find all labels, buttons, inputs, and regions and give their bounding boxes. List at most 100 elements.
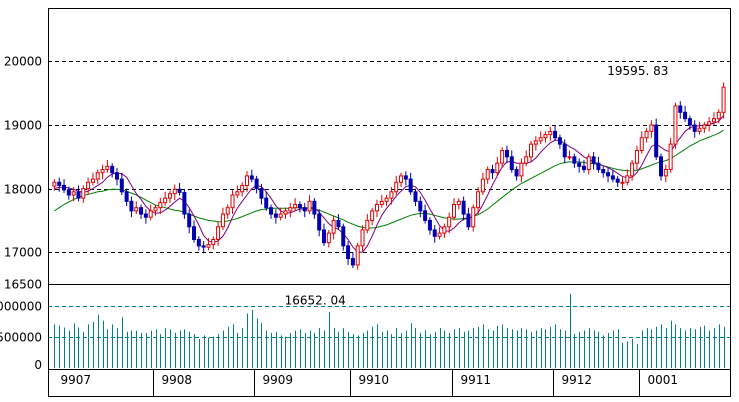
candle-body <box>370 210 375 221</box>
candle-body <box>259 188 264 199</box>
volume-tick-label: 0 <box>34 358 42 372</box>
candle-body <box>634 149 639 164</box>
candle-body <box>143 213 148 218</box>
candle-body <box>456 200 461 206</box>
candle-body <box>711 118 716 123</box>
candle-body <box>389 191 394 199</box>
candle-body <box>447 216 452 228</box>
month-label: 9912 <box>562 373 593 387</box>
candle-body <box>408 178 413 193</box>
candle-body <box>100 169 105 174</box>
candle-body <box>461 200 466 215</box>
month-label: 9908 <box>162 373 193 387</box>
candle-body <box>331 219 336 234</box>
candle-body <box>158 202 163 209</box>
candle-body <box>471 207 476 228</box>
candle-body <box>346 245 351 260</box>
candle-body <box>196 238 201 247</box>
candle-body <box>423 210 428 221</box>
candle-body <box>572 156 577 164</box>
candle-body <box>216 226 221 240</box>
candle-body <box>490 169 495 174</box>
candle-body <box>288 207 293 212</box>
volume-tick-label: 500000 <box>0 331 42 345</box>
candle-body <box>567 156 572 159</box>
candle-body <box>379 200 384 206</box>
candle-body <box>71 191 76 196</box>
candle-body <box>500 149 505 164</box>
candle-body <box>673 105 678 145</box>
candle-body <box>610 175 615 180</box>
candle-body <box>167 193 172 199</box>
candle-body <box>654 124 659 158</box>
candle-body <box>413 191 418 202</box>
candle-body <box>702 124 707 129</box>
candle-body <box>312 200 317 215</box>
candle-body <box>687 118 692 126</box>
candle-body <box>480 178 485 193</box>
candle-body <box>172 188 177 195</box>
candle-body <box>153 207 158 212</box>
candle-body <box>114 172 119 180</box>
candle-body <box>95 172 100 180</box>
candle-body <box>495 162 500 174</box>
candle-body <box>581 165 586 171</box>
candle-body <box>350 258 355 266</box>
ma-long-line <box>54 129 724 229</box>
candle-body <box>543 134 548 139</box>
candle-body <box>721 86 726 113</box>
candle-body <box>57 181 62 186</box>
moving-average-lines <box>54 115 724 253</box>
candle-body <box>365 219 370 231</box>
month-label: 0001 <box>648 373 679 387</box>
candle-body <box>697 127 702 132</box>
candle-body <box>639 137 644 151</box>
candle-body <box>625 175 630 183</box>
candle-body <box>504 149 509 158</box>
candle-body <box>644 130 649 139</box>
candle-body <box>533 140 538 145</box>
candle-body <box>683 111 688 120</box>
candle-body <box>273 213 278 218</box>
candle-body <box>649 124 654 132</box>
candle-body <box>692 124 697 132</box>
candle-body <box>562 143 567 158</box>
candle-body <box>399 175 404 183</box>
candle-body <box>206 244 211 248</box>
volume-tick-label: 1000000 <box>0 300 42 314</box>
candle-body <box>529 143 534 158</box>
candle-body <box>119 178 124 193</box>
candle-body <box>630 162 635 177</box>
candle-body <box>524 156 529 164</box>
candle-body <box>264 197 269 209</box>
candle-body <box>341 226 346 247</box>
price-tick-label: 18000 <box>4 183 42 197</box>
candle-body <box>606 172 611 177</box>
candle-body <box>437 232 442 237</box>
candle-body <box>601 169 606 174</box>
candle-body <box>139 207 144 215</box>
volume-grid <box>48 306 730 370</box>
candle-body <box>418 200 423 212</box>
volume-bars <box>54 294 725 368</box>
candle-body <box>707 121 712 126</box>
candle-body <box>384 197 389 202</box>
candlesticks <box>52 82 726 270</box>
candle-body <box>62 184 67 191</box>
candle-body <box>577 162 582 167</box>
candle-body <box>668 143 673 171</box>
candle-body <box>432 229 437 237</box>
candle-body <box>129 200 134 212</box>
candle-body <box>466 213 471 228</box>
candle-body <box>211 238 216 246</box>
candle-body <box>427 219 432 231</box>
candle-body <box>201 245 206 248</box>
value-annotation: 19595. 83 <box>607 64 668 78</box>
candle-body <box>355 245 360 266</box>
candle-body <box>76 191 81 199</box>
candle-body <box>509 156 514 171</box>
candle-body <box>586 156 591 171</box>
candle-body <box>394 181 399 193</box>
candle-body <box>254 178 259 190</box>
